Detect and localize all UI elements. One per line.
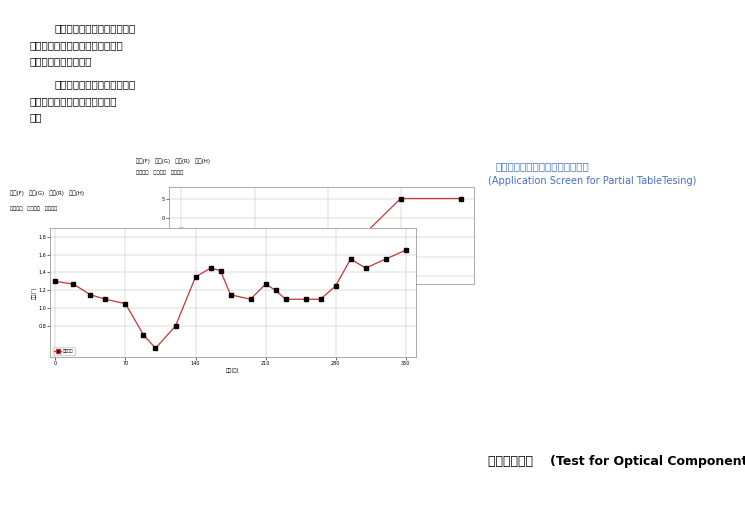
Text: 多面直数据处理软件  [样例数据]: 多面直数据处理软件 [样例数据] bbox=[10, 172, 75, 179]
X-axis label: 位置(度): 位置(度) bbox=[314, 294, 329, 299]
Text: 件检测旋转工作台的旋转角度不确: 件检测旋转工作台的旋转角度不确 bbox=[30, 40, 124, 50]
Text: 值。: 值。 bbox=[30, 112, 42, 123]
Text: 操作(F)   量测(G)   报表(R)   帮助(H): 操作(F) 量测(G) 报表(R) 帮助(H) bbox=[136, 158, 209, 164]
Text: 定度（角度偏差值）。: 定度（角度偏差值）。 bbox=[30, 56, 92, 66]
Text: (Application Screen for Partial TableTesing): (Application Screen for Partial TableTes… bbox=[488, 176, 697, 187]
Text: 多面直数据处理软件  [多面数据]: 多面直数据处理软件 [多面数据] bbox=[136, 144, 201, 151]
Y-axis label: 偏差(″): 偏差(″) bbox=[32, 286, 37, 299]
Text: 光学测量应用: 光学测量应用 bbox=[488, 455, 537, 468]
Text: — □ ✕: — □ ✕ bbox=[442, 145, 460, 150]
Text: 角度偏差   法线角度   坐标轴角: 角度偏差 法线角度 坐标轴角 bbox=[10, 206, 57, 211]
Text: 光电自准直仪结合多齿分度台: 光电自准直仪结合多齿分度台 bbox=[54, 79, 136, 89]
Text: — □ ✕: — □ ✕ bbox=[378, 173, 396, 178]
Text: 多面棱体及转台测量软件模块界面: 多面棱体及转台测量软件模块界面 bbox=[495, 161, 589, 171]
Text: 角度偏差   法线角度   坐标轴角: 角度偏差 法线角度 坐标轴角 bbox=[136, 170, 183, 175]
Y-axis label: 偏差(″): 偏差(″) bbox=[150, 229, 156, 242]
X-axis label: 位置(度): 位置(度) bbox=[226, 368, 240, 373]
Legend: 角度偏差: 角度偏差 bbox=[53, 347, 75, 355]
Text: (Test for Optical Components): (Test for Optical Components) bbox=[550, 455, 745, 468]
Text: 检测多面棱体的反射面角度偏差: 检测多面棱体的反射面角度偏差 bbox=[30, 96, 117, 106]
Text: 光电自准直仪结合多面棱体附: 光电自准直仪结合多面棱体附 bbox=[54, 23, 136, 33]
Text: 操作(F)   量测(G)   报表(R)   帮助(H): 操作(F) 量测(G) 报表(R) 帮助(H) bbox=[10, 190, 84, 196]
